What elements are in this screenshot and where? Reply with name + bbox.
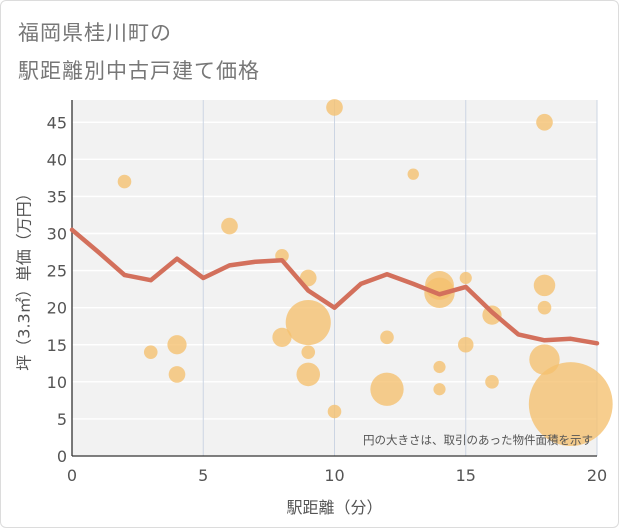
bubble-point (537, 300, 552, 315)
y-tick-label: 5 (57, 410, 67, 429)
bubble-point (326, 99, 343, 116)
x-tick-label: 10 (324, 466, 344, 485)
bubble-point (433, 360, 446, 374)
bubble-point (536, 113, 553, 131)
y-tick-label: 40 (47, 150, 67, 169)
x-axis-label: 駅距離（分） (286, 498, 382, 517)
bubble-point (433, 383, 446, 396)
trend-line (69, 227, 600, 346)
bubble-point (168, 366, 186, 383)
x-tick-label: 0 (67, 466, 77, 485)
y-axis-label: 坪（3.3㎡）単価（万円） (15, 185, 34, 370)
y-tick-label: 45 (47, 113, 67, 132)
y-tick-label: 20 (47, 299, 67, 318)
x-tick-label: 15 (456, 466, 476, 485)
y-tick-labels: 0 5 10 15 20 25 30 35 40 45 (47, 113, 67, 466)
y-tick-label: 30 (47, 225, 67, 244)
bubble-point (485, 375, 499, 389)
bubble-point (221, 217, 238, 235)
bubble-point (459, 271, 472, 285)
bubble-point (296, 362, 321, 387)
x-tick-label: 20 (587, 466, 607, 485)
x-tick-label: 5 (198, 466, 208, 485)
y-tick-label: 0 (57, 447, 67, 466)
grid-lines (71, 100, 598, 457)
bubble-point (533, 274, 556, 297)
y-tick-label: 35 (47, 187, 67, 206)
bubble-point (457, 336, 474, 353)
y-tick-label: 10 (47, 373, 67, 392)
bubble-point (299, 269, 317, 287)
chart-title-line-2: 駅距離別中古戸建て価格 (18, 59, 260, 83)
bubble-point (285, 299, 331, 346)
bubble-point (117, 174, 132, 189)
bubble-point (528, 362, 613, 447)
bubble-point (272, 327, 292, 347)
y-tick-label: 25 (47, 262, 67, 281)
bubble-point (407, 168, 419, 180)
bubble-point (380, 330, 394, 345)
x-tick-labels: 0 5 10 15 20 (67, 466, 607, 485)
bubble-point (327, 404, 342, 419)
bubble-point (301, 345, 316, 359)
chart-title-line-1: 福岡県桂川町の (18, 21, 172, 45)
bubble-point (143, 345, 158, 359)
size-annotation: 円の大きさは、取引のあった物件面積を示す (363, 433, 593, 447)
y-tick-label: 15 (47, 336, 67, 355)
bubble-point (167, 335, 187, 355)
bubble-point (370, 372, 404, 406)
